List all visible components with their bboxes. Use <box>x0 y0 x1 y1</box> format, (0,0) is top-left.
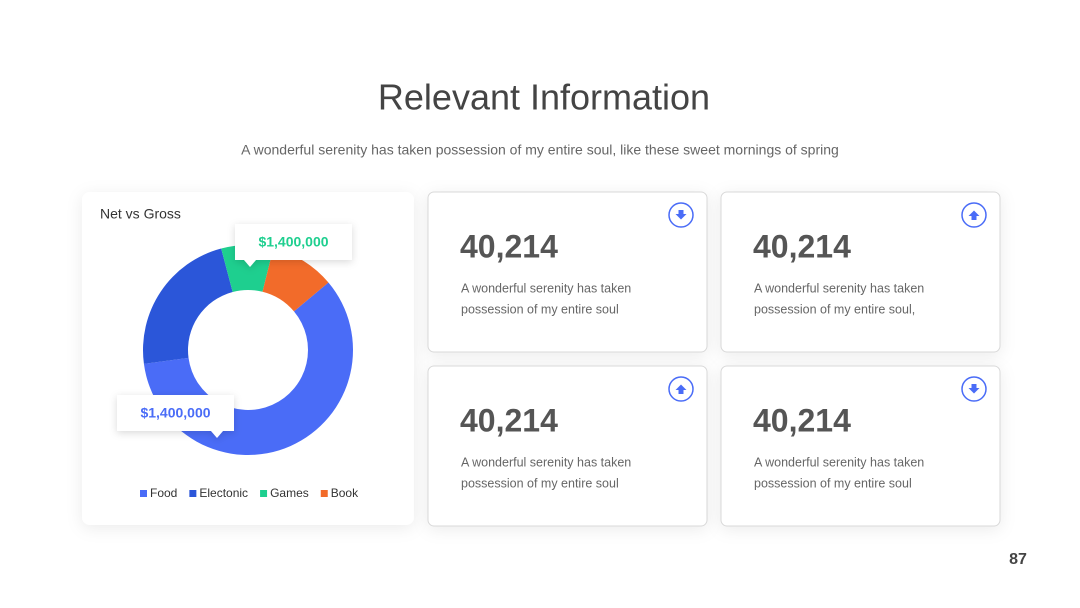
stat-card <box>720 191 1001 353</box>
stat-description: possession of my entire soul <box>754 476 912 490</box>
arrow <box>968 210 980 220</box>
annotation-box <box>235 224 352 267</box>
legend-swatch <box>320 490 328 497</box>
stat-description: A wonderful serenity has taken <box>754 455 924 469</box>
arrow <box>675 210 687 220</box>
stat-description: A wonderful serenity has taken <box>754 281 924 295</box>
stat-description: possession of my entire soul, <box>754 302 915 316</box>
annotation-label: $1,400,000 <box>258 234 328 250</box>
stat-description: possession of my entire soul <box>461 476 619 490</box>
stat-card <box>427 191 708 353</box>
stat-value: 40,214 <box>460 402 558 438</box>
title: Relevant Information <box>378 77 710 118</box>
page-number: 87 <box>1009 551 1027 568</box>
stat-description: A wonderful serenity has taken <box>461 281 631 295</box>
subtitle: A wonderful serenity has taken possessio… <box>241 142 839 158</box>
annotation <box>235 224 352 267</box>
annotation-label: $1,400,000 <box>140 405 210 421</box>
legend-label: Food <box>150 486 177 500</box>
donut-slice <box>143 248 233 364</box>
legend-swatch <box>140 490 147 497</box>
stat-value: 40,214 <box>753 402 851 438</box>
stat-card <box>720 365 1001 527</box>
stat-description: possession of my entire soul <box>461 302 619 316</box>
stat-value: 40,214 <box>460 228 558 264</box>
legend-label: Games <box>270 486 309 500</box>
stat-value: 40,214 <box>753 228 851 264</box>
chart-title: Net vs Gross <box>100 206 181 222</box>
legend-swatch <box>260 490 268 497</box>
legend-swatch <box>189 490 197 497</box>
annotation-box <box>117 395 234 438</box>
stat-description: A wonderful serenity has taken <box>461 455 631 469</box>
legend-label: Book <box>331 486 359 500</box>
chart-card <box>82 192 414 525</box>
donut-slice <box>262 248 329 312</box>
legend-label: Electonic <box>199 486 248 500</box>
stat-card <box>427 365 708 527</box>
annotation <box>117 395 234 438</box>
arrow <box>968 384 980 394</box>
arrow <box>675 384 687 394</box>
